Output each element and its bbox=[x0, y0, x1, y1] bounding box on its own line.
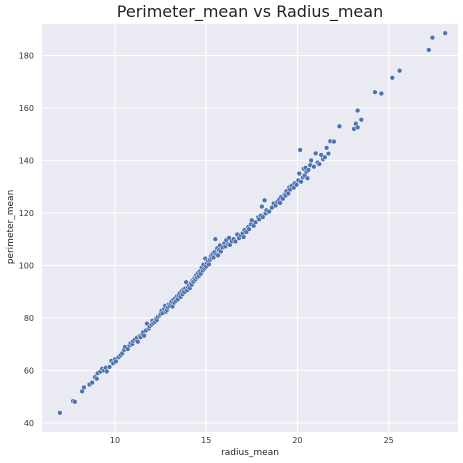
data-point bbox=[261, 197, 268, 203]
data-point bbox=[252, 219, 259, 226]
data-point bbox=[389, 75, 395, 81]
y-tick-label: 100 bbox=[19, 261, 34, 270]
data-point bbox=[297, 147, 303, 153]
data-point bbox=[277, 200, 283, 206]
x-axis-label: radius_mean bbox=[221, 448, 279, 458]
x-tick-label: 25 bbox=[384, 436, 394, 445]
y-tick-labels: 40 60 80 100 120 140 160 180 bbox=[19, 51, 34, 427]
y-tick-label: 160 bbox=[19, 104, 34, 113]
data-point bbox=[260, 214, 266, 220]
x-tick-labels: 10 15 20 25 bbox=[110, 436, 394, 445]
data-point bbox=[246, 226, 252, 232]
data-point bbox=[81, 384, 87, 391]
data-point bbox=[378, 90, 385, 97]
data-point bbox=[298, 179, 304, 185]
y-axis-label: perimeter_mean bbox=[6, 190, 16, 265]
y-tick-label: 40 bbox=[24, 419, 34, 428]
data-point bbox=[212, 236, 218, 242]
data-point bbox=[240, 234, 247, 240]
data-point bbox=[336, 123, 343, 129]
data-point bbox=[232, 238, 239, 245]
data-point bbox=[322, 154, 328, 160]
data-point bbox=[94, 376, 100, 382]
data-point bbox=[372, 89, 378, 95]
x-tick-label: 15 bbox=[201, 436, 211, 445]
data-point bbox=[313, 150, 319, 157]
x-tick-label: 10 bbox=[110, 436, 120, 445]
data-point bbox=[354, 107, 361, 114]
data-point bbox=[113, 358, 119, 365]
y-tick-label: 80 bbox=[24, 314, 34, 323]
data-point bbox=[89, 380, 95, 386]
data-point bbox=[259, 203, 265, 210]
y-tick-label: 120 bbox=[19, 209, 34, 218]
data-point bbox=[135, 339, 141, 345]
data-point bbox=[266, 208, 272, 215]
y-tick-label: 140 bbox=[19, 156, 34, 165]
data-point bbox=[311, 164, 317, 170]
data-point bbox=[308, 157, 314, 164]
chart-title: Perimeter_mean vs Radius_mean bbox=[117, 2, 383, 22]
data-point bbox=[426, 47, 432, 53]
y-tick-label: 180 bbox=[19, 51, 34, 60]
data-point bbox=[396, 68, 403, 74]
data-point bbox=[72, 399, 78, 405]
data-point bbox=[331, 138, 337, 145]
grid-lines bbox=[42, 24, 458, 432]
data-point bbox=[429, 34, 436, 41]
data-point bbox=[104, 368, 110, 375]
data-point bbox=[442, 30, 448, 36]
data-point bbox=[354, 124, 361, 131]
data-point bbox=[206, 261, 212, 267]
data-points bbox=[57, 30, 448, 416]
data-point bbox=[316, 161, 322, 167]
x-tick-label: 20 bbox=[292, 436, 302, 445]
data-point bbox=[304, 175, 311, 181]
data-point bbox=[215, 252, 221, 259]
data-point bbox=[141, 333, 147, 339]
data-point bbox=[57, 410, 63, 416]
data-point bbox=[358, 117, 364, 123]
data-point bbox=[296, 170, 302, 177]
data-point bbox=[325, 150, 332, 157]
data-point bbox=[293, 182, 300, 188]
data-point bbox=[323, 145, 330, 151]
y-tick-label: 60 bbox=[24, 366, 34, 375]
data-point bbox=[305, 167, 312, 173]
data-point bbox=[106, 364, 113, 370]
